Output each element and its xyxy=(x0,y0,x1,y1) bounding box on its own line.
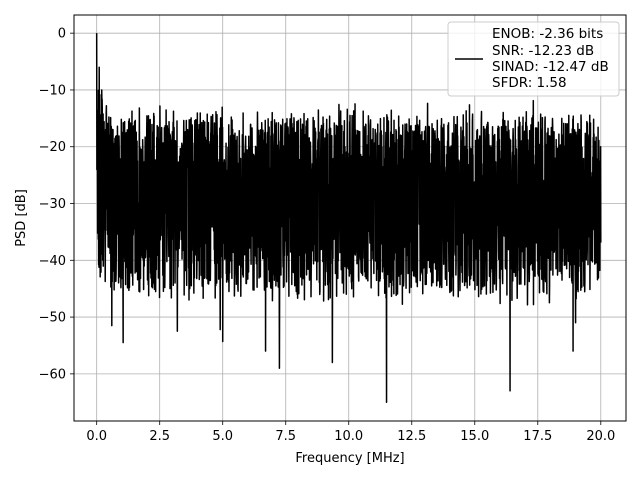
x-tick-label: 5.0 xyxy=(212,429,233,444)
x-tick-label: 12.5 xyxy=(397,429,426,444)
x-tick-label: 20.0 xyxy=(586,429,615,444)
x-tick-label: 7.5 xyxy=(275,429,296,444)
y-tick-label: −30 xyxy=(39,197,66,212)
x-tick-label: 2.5 xyxy=(149,429,170,444)
x-tick-label: 0.0 xyxy=(86,429,107,444)
legend-entry-sinad: SINAD: -12.47 dB xyxy=(492,59,609,75)
y-tick-label: −40 xyxy=(39,254,66,269)
plot-frame xyxy=(73,14,627,422)
x-axis-ticks: 0.0 2.5 5.0 7.5 10.0 12.5 15.0 17.5 20.0 xyxy=(86,421,615,444)
legend-entry-enob: ENOB: -2.36 bits xyxy=(492,26,603,42)
x-tick-label: 10.0 xyxy=(334,429,363,444)
y-tick-label: 0 xyxy=(58,27,66,42)
psd-series-line xyxy=(95,33,602,404)
x-tick-label: 17.5 xyxy=(523,429,552,444)
y-tick-label: −20 xyxy=(39,140,66,155)
y-tick-label: −50 xyxy=(39,311,66,326)
legend-entry-sfdr: SFDR: 1.58 xyxy=(492,75,567,91)
plot-area xyxy=(95,33,602,404)
y-tick-label: −10 xyxy=(39,83,66,98)
y-axis-label: PSD [dB] xyxy=(14,189,29,247)
legend-entry-snr: SNR: -12.23 dB xyxy=(492,43,594,59)
y-axis-ticks: 0 −10 −20 −30 −40 −50 −60 xyxy=(39,27,74,382)
legend: ENOB: -2.36 bits SNR: -12.23 dB SINAD: -… xyxy=(447,21,620,97)
x-tick-label: 15.0 xyxy=(460,429,489,444)
x-axis-label: Frequency [MHz] xyxy=(295,451,404,466)
y-tick-label: −60 xyxy=(39,367,66,382)
legend-box xyxy=(447,21,620,97)
